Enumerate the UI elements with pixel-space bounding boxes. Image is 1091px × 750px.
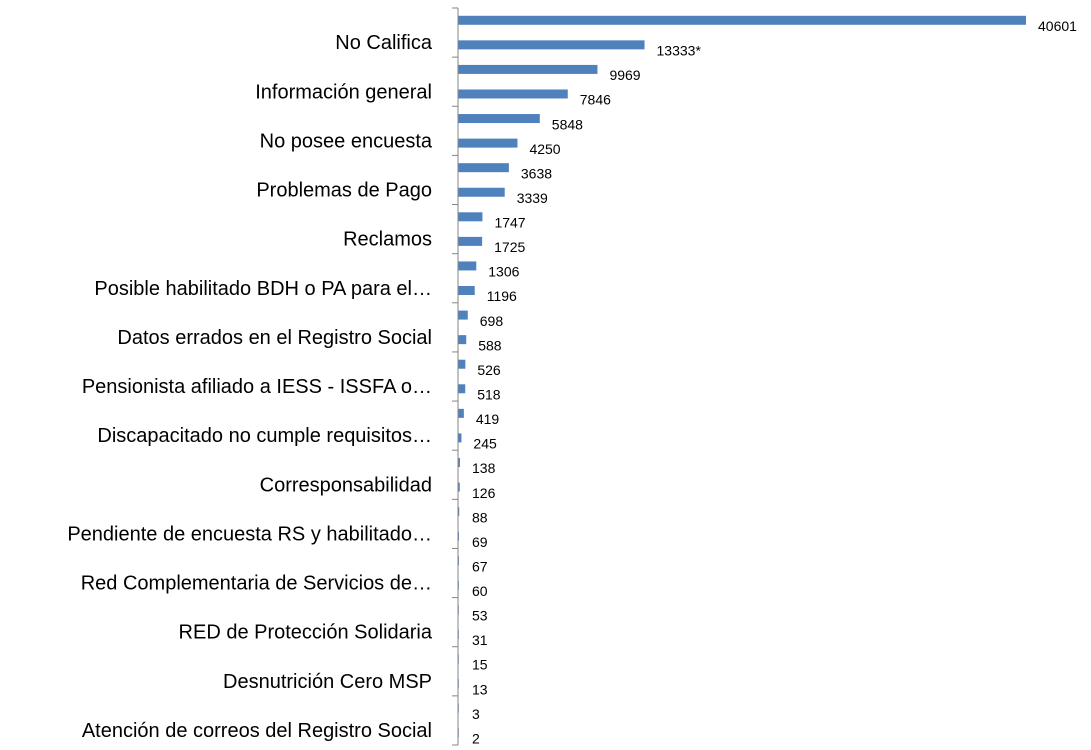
category-label: Posible habilitado BDH o PA para el… bbox=[94, 278, 432, 300]
category-label: Reclamos bbox=[343, 229, 432, 251]
value-label: 518 bbox=[477, 386, 501, 402]
bar bbox=[458, 359, 466, 369]
value-label: 5848 bbox=[552, 116, 583, 132]
category-label: Desnutrición Cero MSP bbox=[223, 671, 432, 693]
value-label: 15 bbox=[472, 657, 488, 673]
value-label: 138 bbox=[472, 460, 496, 476]
bar bbox=[458, 15, 1026, 25]
value-label: 31 bbox=[472, 632, 488, 648]
value-label: 53 bbox=[472, 608, 488, 624]
value-label: 245 bbox=[473, 436, 497, 452]
bar bbox=[458, 64, 598, 74]
bar bbox=[458, 310, 468, 320]
bar bbox=[458, 286, 475, 296]
bar bbox=[458, 433, 462, 443]
category-label: Discapacitado no cumple requisitos… bbox=[97, 425, 432, 447]
value-label: 698 bbox=[480, 313, 504, 329]
value-label: 88 bbox=[472, 509, 488, 525]
bar bbox=[458, 236, 483, 246]
bar bbox=[458, 114, 540, 124]
value-label: 3 bbox=[472, 706, 480, 722]
bar bbox=[458, 408, 464, 418]
category-label: Datos errados en el Registro Social bbox=[117, 327, 432, 349]
category-label: Pensionista afiliado a IESS - ISSFA o… bbox=[82, 376, 432, 398]
bar bbox=[458, 261, 477, 271]
category-label: Red Complementaria de Servicios de… bbox=[81, 573, 432, 595]
value-label: 1306 bbox=[488, 264, 519, 280]
value-label: 526 bbox=[477, 362, 501, 378]
value-label: 60 bbox=[472, 583, 488, 599]
value-label: 126 bbox=[472, 485, 496, 501]
value-label: 419 bbox=[476, 411, 500, 427]
category-label: Atención de correos del Registro Social bbox=[82, 720, 432, 742]
value-label: 13 bbox=[472, 681, 488, 697]
value-label: 69 bbox=[472, 534, 488, 550]
value-label: 3638 bbox=[521, 165, 552, 181]
bar bbox=[458, 482, 460, 492]
category-label: RED de Protección Solidaria bbox=[179, 622, 433, 644]
value-label: 9969 bbox=[609, 67, 640, 83]
bar bbox=[458, 40, 645, 50]
value-label: 588 bbox=[478, 337, 502, 353]
value-label: 40601 bbox=[1038, 18, 1077, 34]
bar bbox=[458, 384, 466, 394]
bar bbox=[458, 138, 518, 148]
category-label: Pendiente de encuesta RS y habilitado… bbox=[67, 523, 432, 545]
value-label: 2 bbox=[472, 730, 480, 746]
bar bbox=[458, 89, 568, 99]
value-label: 3339 bbox=[517, 190, 548, 206]
value-label: 67 bbox=[472, 558, 488, 574]
bar bbox=[458, 335, 467, 345]
category-label: No posee encuesta bbox=[260, 130, 433, 152]
value-label: 1196 bbox=[487, 288, 517, 304]
value-label: 7846 bbox=[580, 92, 611, 108]
bar bbox=[458, 507, 460, 517]
bar bbox=[458, 457, 460, 467]
bar bbox=[458, 212, 483, 222]
bar bbox=[458, 163, 509, 173]
value-label: 13333* bbox=[657, 43, 702, 59]
category-label: No Califica bbox=[335, 32, 433, 54]
value-label: 4250 bbox=[529, 141, 560, 157]
bar bbox=[458, 187, 505, 197]
category-label: Corresponsabilidad bbox=[260, 474, 432, 496]
value-label: 1747 bbox=[494, 215, 525, 231]
value-label: 1725 bbox=[494, 239, 525, 255]
category-label: Problemas de Pago bbox=[256, 180, 432, 202]
category-label: Información general bbox=[255, 81, 432, 103]
